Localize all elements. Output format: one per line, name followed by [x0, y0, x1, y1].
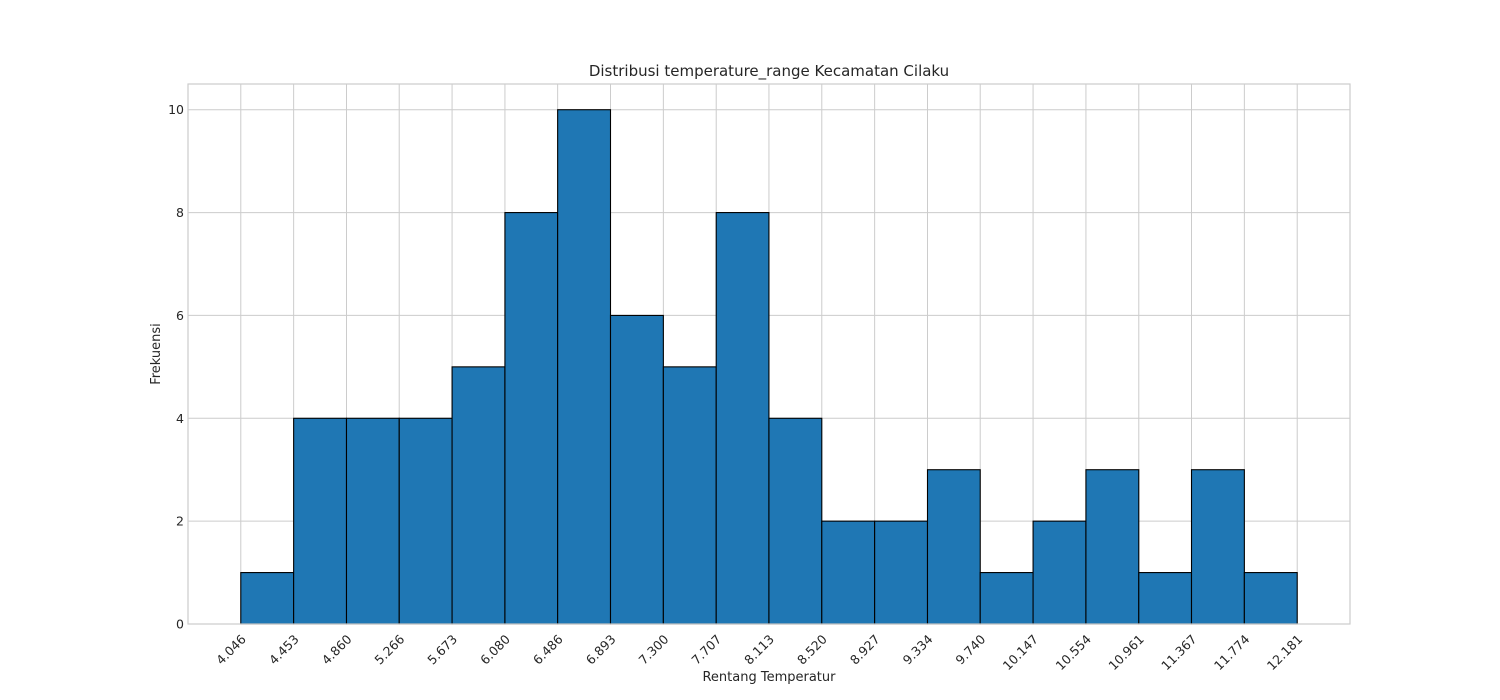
x-tick-label: 4.046: [213, 631, 249, 667]
x-tick-label: 10.147: [1000, 632, 1042, 674]
x-tick-label: 10.961: [1105, 632, 1147, 674]
histogram-bar: [821, 520, 876, 625]
y-axis-ticks: 0 2 4 6 8 10: [168, 102, 184, 631]
x-tick-label: 8.520: [794, 631, 830, 667]
histogram-bar: [979, 572, 1034, 625]
x-axis-ticks: 4.046 4.453 4.860 5.266 5.673 6.080 6.486 6.893…: [213, 631, 1305, 673]
histogram-bar: [662, 366, 717, 625]
x-tick-label: 11.774: [1211, 631, 1253, 673]
bars-layer: [240, 109, 1298, 625]
y-tick-label: 0: [176, 617, 184, 632]
chart-title: Distribusi temperature_range Kecamatan C…: [589, 62, 949, 81]
x-tick-label: 5.266: [371, 631, 407, 667]
x-tick-label: 7.300: [636, 631, 672, 667]
histogram-bar: [926, 469, 981, 625]
x-tick-label: 5.673: [424, 632, 460, 668]
x-tick-label: 12.181: [1264, 632, 1306, 674]
x-tick-label: 4.860: [319, 631, 355, 667]
x-tick-label: 6.486: [530, 631, 566, 667]
x-tick-label: 7.707: [688, 632, 724, 668]
y-axis-label: Frekuensi: [149, 323, 164, 385]
y-tick-label: 6: [176, 308, 184, 323]
histogram-bar: [504, 212, 559, 625]
histogram-bar: [1190, 469, 1245, 625]
histogram-bar: [715, 212, 770, 625]
plot-area-frame: [187, 83, 1351, 625]
x-tick-label: 8.927: [847, 632, 883, 668]
histogram-bar: [557, 109, 612, 625]
x-tick-label: 9.334: [900, 631, 936, 667]
histogram-bar: [293, 417, 348, 625]
histogram-bar: [609, 314, 664, 625]
x-tick-label: 10.554: [1053, 631, 1095, 673]
x-tick-label: 6.080: [477, 631, 513, 667]
histogram-bar: [345, 417, 400, 625]
histogram-bar: [768, 417, 823, 625]
x-tick-label: 6.893: [583, 632, 619, 668]
y-tick-label: 2: [176, 514, 184, 529]
x-tick-label: 11.367: [1158, 632, 1200, 674]
histogram-bar: [1138, 572, 1193, 625]
y-tick-label: 4: [176, 411, 184, 426]
histogram-bar: [1085, 469, 1140, 625]
y-tick-label: 10: [168, 102, 184, 117]
histogram-bar: [1032, 520, 1087, 625]
y-tick-label: 8: [176, 205, 184, 220]
histogram-bar: [398, 417, 453, 625]
x-axis-label: Rentang Temperatur: [702, 670, 836, 685]
histogram-bar: [240, 572, 295, 625]
histogram-bar: [451, 366, 506, 625]
x-tick-label: 4.453: [266, 632, 302, 668]
histogram-bar: [1243, 572, 1298, 625]
histogram-bar: [874, 520, 929, 625]
x-tick-label: 9.740: [952, 631, 988, 667]
x-tick-label: 8.113: [741, 632, 777, 668]
